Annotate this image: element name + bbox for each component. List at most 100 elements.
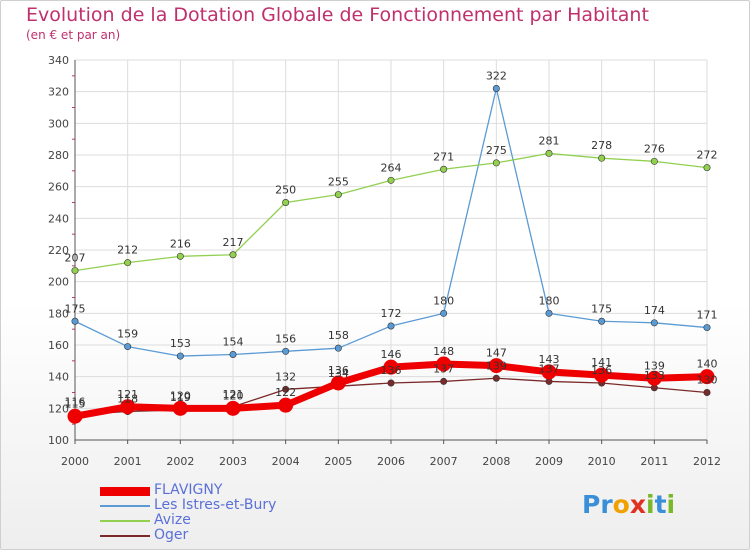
- series-lines: [67, 85, 715, 424]
- data-point-avize: [387, 176, 395, 184]
- x-tick-label: 2007: [430, 455, 458, 468]
- data-point-les-istres-et-bury: [440, 309, 448, 317]
- data-label-oger: 136: [591, 364, 612, 377]
- legend-swatch: [100, 486, 150, 496]
- y-tick-label: 200: [48, 276, 69, 289]
- data-label-les-istres-et-bury: 171: [697, 309, 718, 322]
- data-point-les-istres-et-bury: [176, 352, 184, 360]
- data-label-les-istres-et-bury: 159: [117, 328, 138, 341]
- x-tick-label: 2011: [640, 455, 668, 468]
- x-tick-label: 2006: [377, 455, 405, 468]
- data-point-flavigny: [541, 364, 557, 380]
- legend-label: Avize: [154, 512, 191, 528]
- data-label-flavigny: 147: [486, 347, 507, 360]
- data-point-les-istres-et-bury: [124, 343, 132, 351]
- y-tick-label: 320: [48, 86, 69, 99]
- data-point-oger: [492, 374, 500, 382]
- data-point-avize: [545, 149, 553, 157]
- data-label-les-istres-et-bury: 322: [486, 70, 507, 83]
- data-point-avize: [229, 251, 237, 259]
- data-label-les-istres-et-bury: 158: [328, 329, 349, 342]
- data-point-flavigny: [172, 400, 188, 416]
- data-point-flavigny: [278, 397, 294, 413]
- data-point-avize: [598, 154, 606, 162]
- data-label-avize: 207: [65, 252, 86, 265]
- logo-letter: i: [666, 490, 676, 519]
- data-point-avize: [703, 164, 711, 172]
- data-point-les-istres-et-bury: [229, 350, 237, 358]
- data-label-avize: 271: [433, 150, 454, 163]
- axes: 100 120 140 160 180 200 220 240 260 280 300 320 340 2…: [48, 54, 721, 468]
- x-tick-label: 2009: [535, 455, 563, 468]
- logo-letter: o: [612, 490, 630, 519]
- logo-letter: P: [582, 490, 601, 519]
- data-point-les-istres-et-bury: [492, 85, 500, 93]
- x-tick-label: 2001: [114, 455, 142, 468]
- data-label-avize: 217: [223, 236, 244, 249]
- legend-swatch: [100, 505, 150, 507]
- x-tick-label: 2012: [693, 455, 721, 468]
- data-label-oger: 119: [170, 391, 191, 404]
- data-label-avize: 264: [381, 161, 402, 174]
- data-point-flavigny: [699, 369, 715, 385]
- data-label-les-istres-et-bury: 175: [591, 302, 612, 315]
- x-tick-label: 2005: [324, 455, 352, 468]
- logo-letter: i: [646, 490, 655, 519]
- legend-label: FLAVIGNY: [154, 482, 223, 498]
- data-label-avize: 278: [591, 139, 612, 152]
- data-point-oger: [282, 385, 290, 393]
- data-label-les-istres-et-bury: 180: [539, 294, 560, 307]
- y-tick-label: 160: [48, 339, 69, 352]
- y-tick-label: 120: [48, 402, 69, 415]
- data-label-flavigny: 120: [170, 389, 191, 402]
- x-tick-label: 2002: [166, 455, 194, 468]
- legend-label: Oger: [154, 527, 189, 543]
- data-label-flavigny: 121: [117, 388, 138, 401]
- y-tick-label: 220: [48, 244, 69, 257]
- data-point-flavigny: [436, 356, 452, 372]
- x-tick-label: 2003: [219, 455, 247, 468]
- data-point-avize: [650, 157, 658, 165]
- data-label-oger: 133: [644, 369, 665, 382]
- data-point-oger: [440, 377, 448, 385]
- data-label-les-istres-et-bury: 153: [170, 337, 191, 350]
- data-label-oger: 139: [486, 359, 507, 372]
- data-point-flavigny: [225, 400, 241, 416]
- data-point-les-istres-et-bury: [71, 317, 79, 325]
- data-label-les-istres-et-bury: 180: [433, 294, 454, 307]
- x-tick-label: 2000: [61, 455, 89, 468]
- data-label-avize: 276: [644, 142, 665, 155]
- data-point-les-istres-et-bury: [334, 344, 342, 352]
- data-label-oger: 137: [433, 362, 454, 375]
- data-point-flavigny: [646, 370, 662, 386]
- data-label-les-istres-et-bury: 172: [381, 307, 402, 320]
- y-tick-label: 140: [48, 371, 69, 384]
- data-point-les-istres-et-bury: [650, 319, 658, 327]
- data-point-flavigny: [383, 359, 399, 375]
- legend-swatch: [100, 535, 150, 537]
- data-point-avize: [282, 199, 290, 207]
- logo-letter: r: [600, 490, 613, 519]
- data-label-flavigny: 146: [381, 348, 402, 361]
- data-label-flavigny: 139: [644, 359, 665, 372]
- data-label-oger: 121: [223, 388, 244, 401]
- data-label-oger: 130: [697, 374, 718, 387]
- data-point-oger: [387, 379, 395, 387]
- data-label-avize: 281: [539, 134, 560, 147]
- data-label-avize: 275: [486, 144, 507, 157]
- data-label-flavigny: 143: [539, 353, 560, 366]
- x-tick-label: 2010: [588, 455, 616, 468]
- y-tick-label: 180: [48, 307, 69, 320]
- data-point-flavigny: [594, 367, 610, 383]
- data-point-avize: [71, 267, 79, 275]
- data-point-avize: [176, 252, 184, 260]
- y-tick-label: 280: [48, 149, 69, 162]
- data-point-les-istres-et-bury: [387, 322, 395, 330]
- data-label-oger: 116: [65, 396, 86, 409]
- y-tick-label: 100: [48, 434, 69, 447]
- y-tick-label: 240: [48, 212, 69, 225]
- data-label-les-istres-et-bury: 154: [223, 336, 244, 349]
- data-label-avize: 250: [275, 184, 296, 197]
- data-label-flavigny: 122: [275, 386, 296, 399]
